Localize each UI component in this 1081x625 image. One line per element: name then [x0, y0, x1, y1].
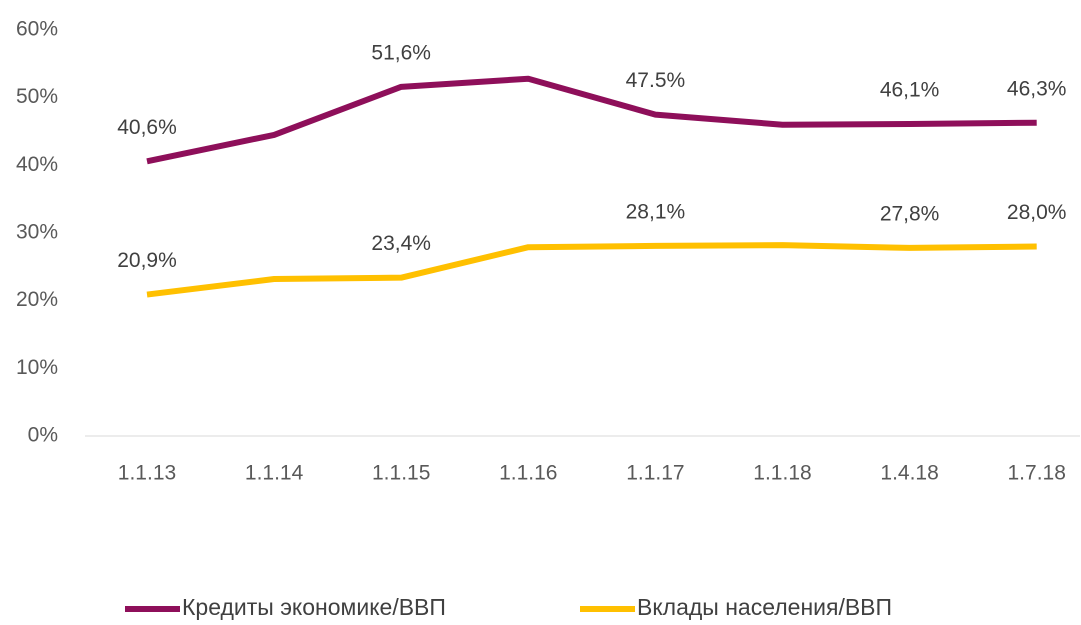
x-tick-label: 1.1.13 [118, 462, 176, 485]
y-tick-label: 0% [28, 424, 58, 447]
y-tick-label: 50% [16, 85, 58, 108]
series-line [146, 242, 1037, 298]
x-tick-label: 1.1.15 [372, 462, 430, 485]
x-tick-label: 1.1.17 [626, 462, 684, 485]
data-label: 40,6% [117, 116, 177, 139]
x-tick-label: 1.4.18 [880, 462, 938, 485]
series-line [146, 75, 1037, 165]
data-label: 47.5% [626, 69, 686, 92]
y-tick-label: 20% [16, 288, 58, 311]
data-label: 28,0% [1007, 201, 1067, 224]
legend-label: Вклады населения/ВВП [637, 594, 892, 620]
data-label: 20,9% [117, 249, 177, 272]
x-tick-label: 1.1.16 [499, 462, 557, 485]
data-label: 46,1% [880, 79, 940, 102]
data-label: 51,6% [371, 41, 431, 64]
data-label: 28,1% [626, 200, 686, 223]
x-tick-label: 1.1.14 [245, 462, 304, 485]
data-label: 27,8% [880, 202, 940, 225]
data-label: 23,4% [371, 232, 431, 255]
y-tick-label: 60% [16, 18, 58, 41]
legend-label: Кредиты экономике/ВВП [182, 594, 446, 620]
x-tick-label: 1.1.18 [753, 462, 811, 485]
y-tick-label: 10% [16, 356, 58, 379]
y-tick-label: 30% [16, 221, 58, 244]
y-tick-label: 40% [16, 153, 58, 176]
data-label: 46,3% [1007, 77, 1067, 100]
x-tick-label: 1.7.18 [1008, 462, 1066, 485]
